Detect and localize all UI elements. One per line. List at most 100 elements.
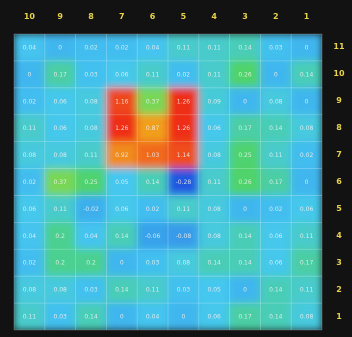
cell-value-label: 0.06	[269, 260, 283, 267]
cell-value-label: 0.08	[54, 152, 68, 159]
heatmap-cell	[198, 275, 231, 304]
heatmap-cell	[167, 194, 200, 223]
heatmap-cell	[229, 248, 261, 277]
heatmap-cell	[136, 275, 169, 304]
cell-value-label: 0.08	[269, 98, 283, 105]
cell-value-label: 0.11	[269, 152, 283, 159]
cell-value-label: 0.87	[146, 125, 160, 132]
column-label: 1	[303, 12, 310, 21]
heatmap-cell	[198, 34, 231, 62]
heatmap-cell	[105, 87, 138, 116]
heatmap-cell	[14, 275, 46, 304]
cell-value-label: 0.14	[238, 233, 252, 240]
row-label: 2	[336, 284, 342, 294]
column-label: 10	[23, 12, 35, 21]
heatmap-cell	[136, 302, 169, 330]
heatmap-cell	[105, 141, 138, 170]
heatmap-cell	[229, 194, 261, 223]
heatmap-cell	[75, 221, 107, 250]
cell-value-label: 0.11	[208, 179, 222, 186]
heatmap-cell	[136, 221, 169, 250]
cell-value-label: 0.03	[54, 314, 68, 321]
heatmap-cell	[75, 114, 107, 143]
heatmap-cell	[198, 221, 231, 250]
column-label: 9	[57, 12, 63, 21]
cell-value-label: 0.06	[300, 206, 314, 213]
heatmap-cell	[136, 34, 169, 62]
column-label: 3	[242, 12, 248, 21]
cell-value-label: 0.14	[269, 314, 283, 321]
cell-value-label: 0	[305, 179, 309, 186]
heatmap-cell	[167, 141, 200, 170]
cell-value-label: 1.26	[115, 125, 129, 132]
cell-value-label: 0.06	[208, 314, 222, 321]
grid-lines	[13, 33, 323, 331]
cell-value-label: 0	[243, 287, 247, 294]
cell-value-label: 0.14	[115, 287, 129, 294]
heatmap-cell	[136, 87, 169, 116]
column-label: 2	[273, 12, 279, 21]
heatmap-cell	[259, 114, 292, 143]
cell-value-label: 0.06	[54, 125, 68, 132]
heatmap-cell	[259, 168, 292, 196]
cell-value-label: 0.06	[208, 125, 222, 132]
cell-value-label: 0.14	[238, 260, 252, 267]
heatmap-cell	[105, 275, 138, 304]
column-label: 4	[211, 12, 217, 21]
cell-value-label: 0.08	[208, 152, 222, 159]
heatmap-cell	[259, 60, 292, 89]
heatmap-cell	[14, 60, 46, 89]
heatmap-cell	[229, 141, 261, 170]
heatmap-cell	[44, 275, 77, 304]
cell-value-label: 0.14	[269, 287, 283, 294]
cell-value-label: 0.08	[300, 314, 314, 321]
heatmap-cell	[229, 114, 261, 143]
cell-value-label: 0	[181, 314, 185, 321]
cell-value-label: 0	[120, 260, 124, 267]
cell-value-label: 0.11	[177, 206, 191, 213]
heatmap-cell	[136, 141, 169, 170]
heatmap-cell	[290, 194, 322, 223]
cell-value-label: 0.11	[208, 71, 222, 78]
cell-value-label: 0.04	[23, 233, 37, 240]
cell-value-label: 0.04	[23, 44, 37, 51]
heatmap-cell	[136, 248, 169, 277]
row-label: 7	[336, 150, 342, 160]
cell-value-label: 0.14	[269, 125, 283, 132]
cell-value-label: 0.11	[146, 287, 160, 294]
cell-value-label: 0.09	[208, 98, 222, 105]
heatmap-cell	[259, 194, 292, 223]
cell-value-label: 1.26	[177, 125, 191, 132]
heatmap-cell	[167, 248, 200, 277]
row-label: 11	[333, 42, 345, 52]
cell-value-label: 0.04	[146, 314, 160, 321]
heatmap-cell	[14, 194, 46, 223]
heatmap-cell	[290, 248, 322, 277]
cell-value-label: 0.03	[177, 287, 191, 294]
cell-value-label: 0.05	[208, 287, 222, 294]
cell-value-label: 0.08	[23, 287, 37, 294]
heatmap-cell	[167, 302, 200, 330]
heatmap-cell	[75, 302, 107, 330]
row-label: 8	[336, 123, 342, 133]
cell-value-label: 0	[120, 314, 124, 321]
heatmap-cell	[290, 87, 322, 116]
cell-value-label: 0	[243, 206, 247, 213]
heatmap-cell	[105, 302, 138, 330]
cell-value-label: 0.14	[115, 233, 129, 240]
cell-value-label: 0.08	[177, 260, 191, 267]
heatmap-cell	[229, 87, 261, 116]
column-label: 5	[180, 12, 187, 21]
column-label: 8	[88, 12, 94, 21]
cell-value-label: 0.08	[208, 206, 222, 213]
row-label: 1	[336, 311, 342, 321]
cell-value-label: 0.06	[115, 206, 129, 213]
cell-value-label: 0.37	[146, 98, 160, 105]
heatmap-cell	[136, 168, 169, 196]
heatmap-cell	[290, 141, 322, 170]
cell-value-label: -0.08	[176, 233, 192, 240]
cell-value-label: 0.17	[269, 179, 283, 186]
heatmap-cell	[167, 34, 200, 62]
